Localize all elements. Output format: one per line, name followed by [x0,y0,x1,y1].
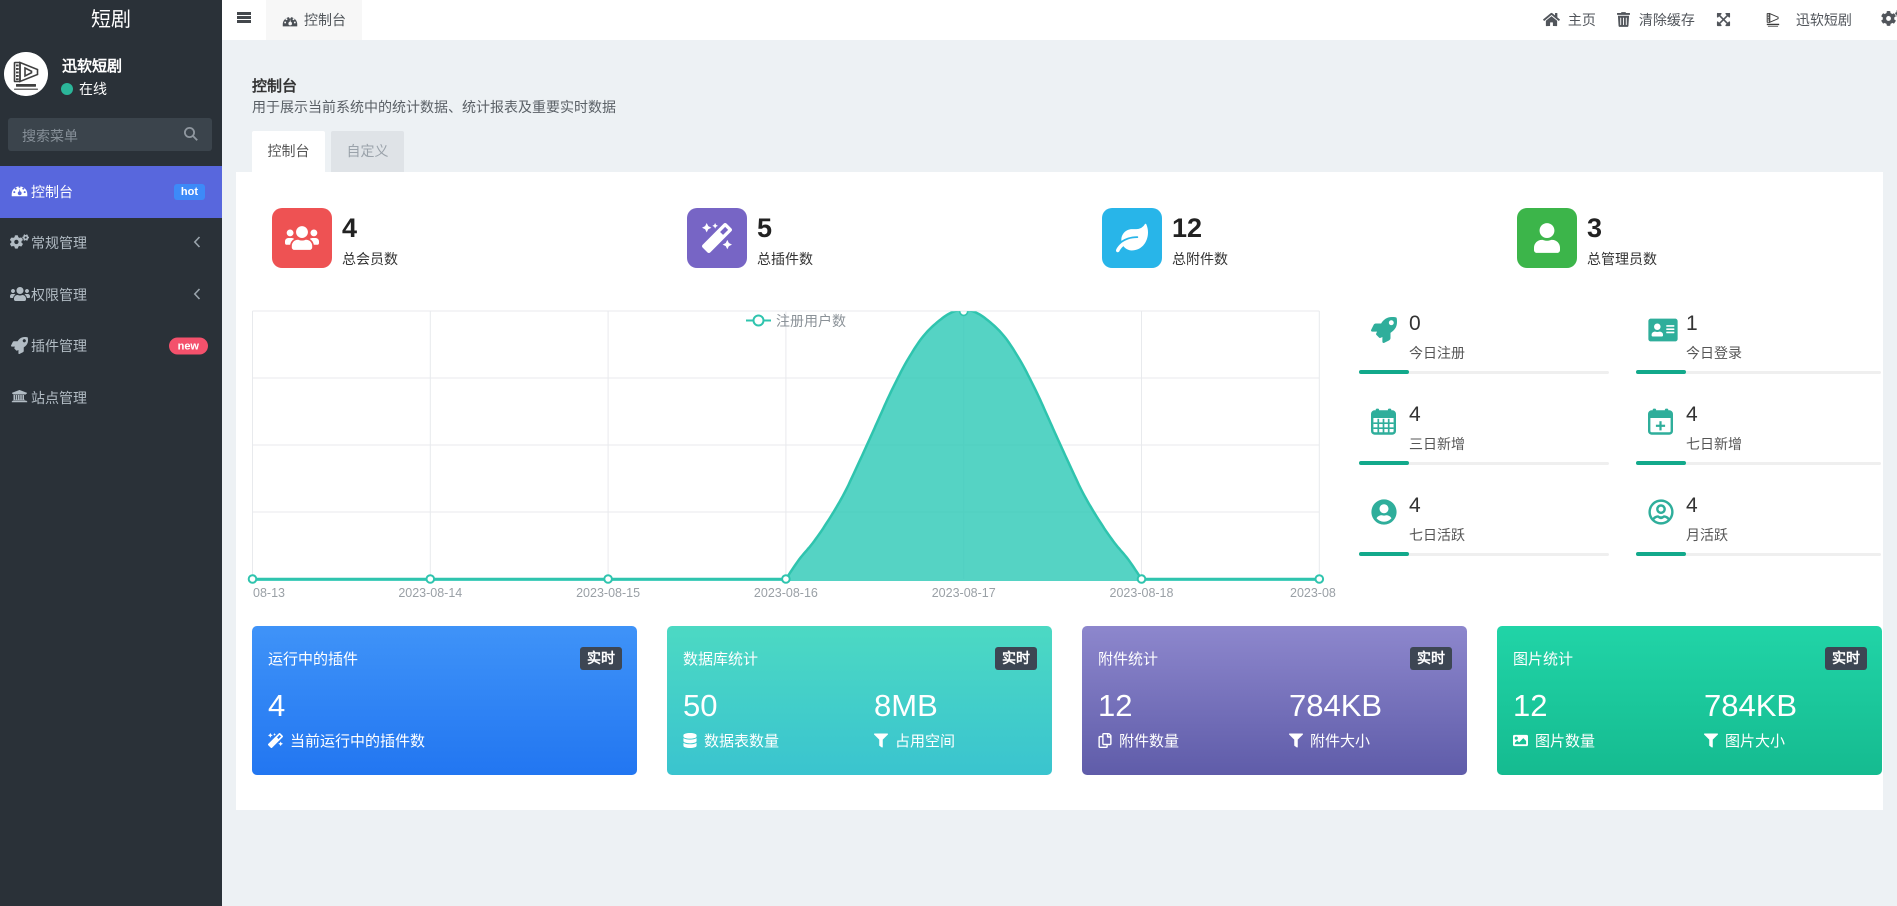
svg-text:2023-08-14: 2023-08-14 [398,586,462,600]
svg-text:2023-08-17: 2023-08-17 [932,586,996,600]
svg-text:注册用户数: 注册用户数 [776,313,846,329]
svg-text:2023-08-15: 2023-08-15 [576,586,640,600]
svg-text:2023-08-16: 2023-08-16 [754,586,818,600]
svg-text:08-13: 08-13 [253,586,285,600]
svg-text:2023-08-18: 2023-08-18 [1110,586,1174,600]
svg-text:2023-08: 2023-08 [1290,586,1336,600]
